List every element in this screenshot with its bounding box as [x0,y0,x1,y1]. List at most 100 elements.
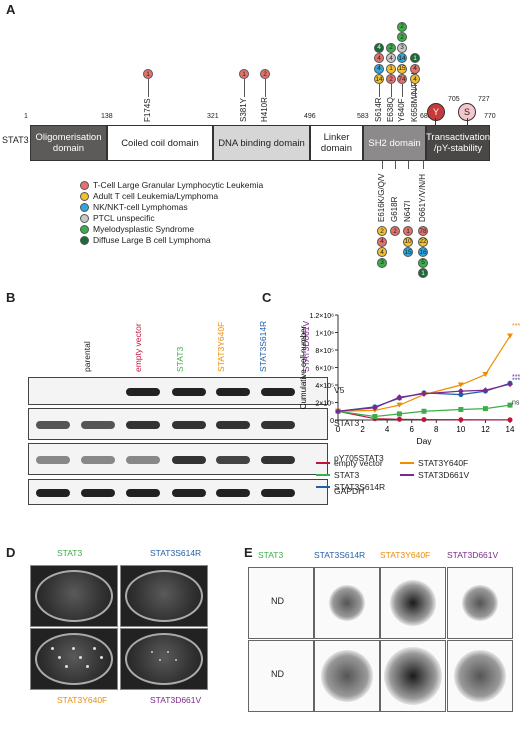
mutation-stem [148,79,149,97]
lane-label: STAT3 [174,346,185,372]
colony-dot [65,665,68,668]
legend-label: Adult T cell Leukemia/Lymphoma [93,191,219,201]
mutation-label: G618R [390,196,399,222]
mutation-stem [382,161,383,169]
western-blot-strip [28,377,328,405]
colony-dot [159,659,161,661]
mutation-count-circle: 4 [374,53,384,63]
lane-label: STAT3S614R [258,320,268,372]
data-point [458,392,464,398]
mutation-count-circle: 4 [377,236,387,247]
blot-band [36,421,70,429]
blot-band [36,489,70,497]
colony-dot [167,651,169,653]
mutation-label: H410R [260,97,269,122]
colony-image: ND [248,567,314,639]
legend-label: STAT3S614R [334,482,386,492]
column-header: STAT3D661V [447,550,499,560]
western-blot-strip [28,479,328,505]
legend-label: PTCL unspecific [93,213,155,223]
mutation-count-circle: 3 [377,257,387,268]
colony-image [447,640,513,712]
chart-legend-item: STAT3Y640F [400,458,468,468]
mutation-count-circle: 1 [386,63,396,74]
dish-label: STAT3 [57,548,83,558]
western-blot-strip [28,408,328,440]
y-tick-label: 4×10⁵ [315,383,334,390]
legend-label: NK/NKT-cell Lymphomas [93,202,188,212]
mutation-count-circle: 3 [397,42,407,53]
x-tick-label: 12 [481,425,490,434]
colony-dot [100,656,103,659]
data-point [507,381,513,388]
legend-label: STAT3D661V [418,470,470,480]
data-point [396,411,402,417]
colony-dot [175,659,177,661]
data-point [421,390,427,397]
column-header: STAT3S614R [314,550,366,560]
blot-band [216,456,250,464]
mutation-count-circle: 1 [143,69,153,79]
lane-label: parental [82,341,92,372]
panel-b-letter: B [6,290,16,305]
mutation-count-circle: 4 [374,63,384,74]
data-point [482,387,489,394]
colony-dot [93,647,96,650]
petri-dish [35,570,113,622]
data-point [396,416,402,422]
data-point [421,417,427,423]
site-y-stem [435,118,436,126]
colony-cluster [321,650,373,702]
blot-band [172,456,206,464]
data-point [372,414,378,419]
mutation-stem [244,79,245,97]
mutation-count-circle: 2 [397,32,407,42]
legend-label: STAT3 [334,470,360,480]
colony-dot [86,665,89,668]
position-label: 688 [420,113,432,120]
disease-legend-item: NK/NKT-cell Lymphomas [80,202,188,212]
blot-band [81,421,115,429]
significance-annotation: *** [512,323,520,330]
colony-image [314,567,380,639]
chart-legend-item: empty vector [316,458,383,468]
blot-band [261,456,295,464]
mutation-label: D661Y/V/N/H [418,173,427,222]
legend-label: Myelodysplastic Syndrome [93,224,195,234]
colony-image [314,640,380,712]
mutation-stem [415,84,416,97]
blot-band [126,489,160,497]
not-determined-label: ND [271,596,284,606]
x-tick-label: 10 [456,425,465,434]
legend-label: T-Cell Large Granular Lymphocytic Leukem… [93,180,264,190]
mutation-count-circle: 5 [418,257,428,268]
mutation-label: E638Q [386,97,395,122]
mutation-count-circle: 1 [239,69,249,79]
petri-dish-photo [120,628,208,690]
dish-label: STAT3D661V [150,695,202,705]
mutation-count-circle: 22 [418,236,428,247]
colony-dot [79,656,82,659]
y-axis-label: Cumulative cell number [300,325,308,409]
data-point [371,404,378,411]
mutation-label: N647I [403,200,412,222]
data-point [482,406,488,412]
growth-chart: 0 2 4 6 8 10 12 14 0 2×10⁵ 4×10⁵ 6×10⁵ 8×10⁵ 1×10⁶ 1.2… [300,313,520,445]
mutation-count-circle: 15 [397,63,407,74]
position-label: 583 [357,113,369,120]
blot-band [81,456,115,464]
colony-cluster [390,580,436,626]
mutation-label: F174S [143,98,152,122]
position-label: 727 [478,96,490,103]
mutation-count-circle: 2 [386,42,396,53]
blot-band [216,489,250,497]
mutation-count-circle: 14 [397,53,407,63]
mutation-label: E616K/G/Q/V [377,173,386,222]
blot-band [261,388,295,396]
data-point [457,388,464,395]
mutation-count-circle: 2 [397,21,407,32]
legend-label: STAT3Y640F [418,458,469,468]
colony-dot [72,647,75,650]
legend-marker [316,474,330,476]
colony-image [447,567,513,639]
